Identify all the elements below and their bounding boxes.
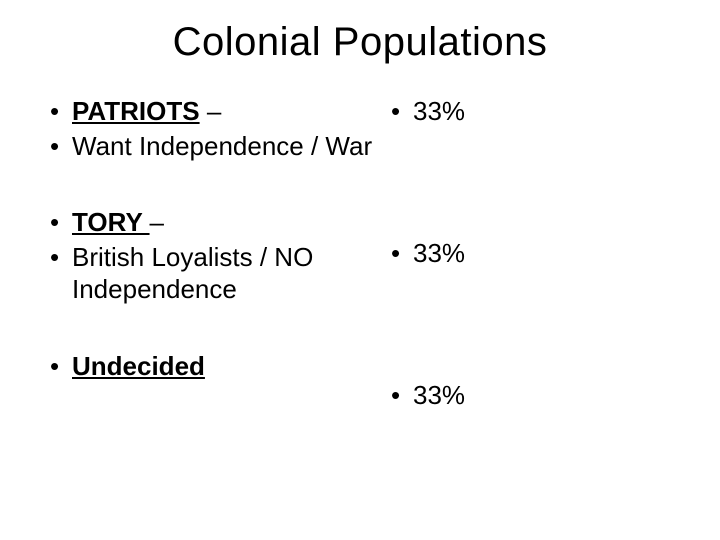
list-item-heading: Undecided	[72, 351, 205, 381]
percentage-value: 33%	[413, 379, 465, 412]
bullet-icon: •	[50, 350, 72, 383]
list-item-label: PATRIOTS –	[72, 95, 221, 128]
list-item-heading: TORY	[72, 207, 150, 237]
list-item: • PATRIOTS –	[50, 95, 391, 128]
bullet-icon: •	[50, 241, 72, 274]
bullet-icon: •	[50, 206, 72, 239]
content-columns: • PATRIOTS – • Want Independence / War •…	[50, 95, 670, 456]
list-item-label: TORY –	[72, 206, 164, 239]
bullet-icon: •	[50, 95, 72, 128]
left-column: • PATRIOTS – • Want Independence / War •…	[50, 95, 391, 456]
group-patriots: • PATRIOTS – • Want Independence / War	[50, 95, 391, 162]
bullet-icon: •	[391, 237, 413, 270]
percentage-value: 33%	[413, 237, 465, 270]
page-title: Colonial Populations	[50, 20, 670, 65]
list-item: • TORY –	[50, 206, 391, 239]
group-tory-value: • 33%	[391, 237, 670, 335]
list-item-rest: –	[200, 96, 222, 126]
bullet-icon: •	[391, 95, 413, 128]
group-patriots-value: • 33%	[391, 95, 670, 193]
list-item: • 33%	[391, 237, 670, 270]
slide: Colonial Populations • PATRIOTS – • Want…	[0, 0, 720, 540]
list-item: • British Loyalists / NO Independence	[50, 241, 391, 306]
list-item: • Undecided	[50, 350, 391, 383]
group-tory: • TORY – • British Loyalists / NO Indepe…	[50, 206, 391, 306]
right-column: • 33% • 33% • 33%	[391, 95, 670, 456]
list-item: • Want Independence / War	[50, 130, 391, 163]
list-item: • 33%	[391, 95, 670, 128]
bullet-icon: •	[50, 130, 72, 163]
list-item-heading: PATRIOTS	[72, 96, 200, 126]
list-item: • 33%	[391, 379, 670, 412]
percentage-value: 33%	[413, 95, 465, 128]
list-item-label: Want Independence / War	[72, 130, 372, 163]
list-item-label: Undecided	[72, 350, 205, 383]
bullet-icon: •	[391, 379, 413, 412]
list-item-rest: –	[150, 207, 164, 237]
list-item-label: British Loyalists / NO Independence	[72, 241, 391, 306]
group-undecided: • Undecided	[50, 350, 391, 383]
group-undecided-value: • 33%	[391, 379, 670, 412]
